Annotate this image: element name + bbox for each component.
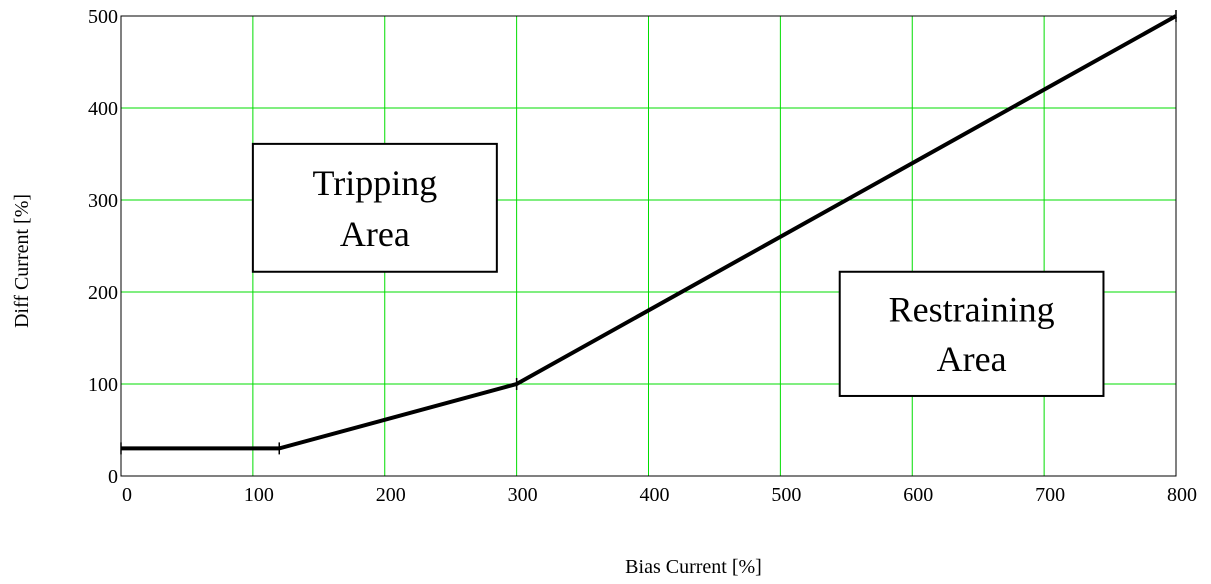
plot-frame [120,15,1177,477]
x-tick-labels: 0 100 200 300 400 500 600 700 800 [122,484,1197,506]
annotations: Tripping Area Restraining Area [251,142,1105,397]
y-tick-label: 500 [88,6,118,28]
y-tick-label: 100 [88,374,118,396]
x-tick-label: 800 [1167,484,1197,506]
y-tick-labels: 0 100 200 300 400 500 [88,6,118,488]
x-tick-label: 400 [640,484,670,506]
annotation-box: Tripping Area [251,142,498,273]
annotation-text: Area [340,214,410,254]
x-tick-label: 200 [376,484,406,506]
annotation-text: Area [937,339,1007,379]
y-tick-label: 400 [88,98,118,120]
x-tick-label: 600 [903,484,933,506]
annotation-text: Restraining [889,289,1055,329]
x-tick-label: 500 [771,484,801,506]
y-axis-label: Diff Current [%] [11,194,33,328]
y-tick-label: 300 [88,190,118,212]
y-tick-label: 0 [108,466,118,488]
x-axis-label: Bias Current [%] [625,556,762,578]
series-group [120,10,1177,455]
annotation-frame [251,142,498,273]
y-tick-label: 200 [88,282,118,304]
x-tick-label: 300 [508,484,538,506]
annotation-frame [838,270,1105,397]
series-line [121,14,1177,451]
x-tick-label: 700 [1035,484,1065,506]
x-tick-label: 100 [244,484,274,506]
annotation-text: Tripping [313,163,438,203]
x-tick-label: 0 [122,484,132,506]
annotation-box: Restraining Area [838,270,1105,397]
